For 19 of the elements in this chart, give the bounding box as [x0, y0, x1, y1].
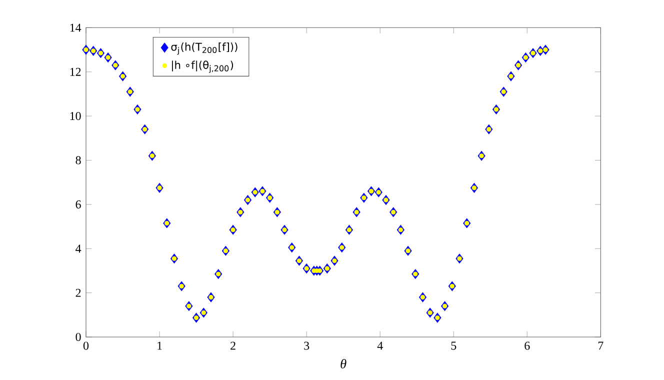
y-tick-label: 10	[70, 112, 81, 120]
x-tick-label: 0	[83, 342, 89, 350]
y-tick-label: 14	[70, 24, 82, 32]
x-tick-label: 1	[158, 342, 162, 350]
y-tick-label: 8	[76, 156, 81, 164]
y-tick-label: 6	[76, 200, 81, 208]
y-tick-label: 12	[70, 68, 81, 76]
x-axis-title: θ	[340, 358, 346, 368]
x-tick-label: 6	[524, 342, 530, 350]
x-tick-label: 5	[451, 342, 456, 350]
x-tick-label: 3	[304, 342, 310, 350]
legend-label: |h ∘f|(θ$_{j,200}$)	[172, 60, 234, 73]
y-tick-label: 2	[76, 288, 81, 297]
y-tick-label: 4	[76, 244, 82, 253]
x-tick-label: 4	[377, 342, 383, 350]
x-tick-label: 7	[598, 342, 604, 350]
y-tick-label: 0	[76, 332, 81, 342]
x-tick-label: 2	[230, 342, 236, 350]
legend-label: σ$_{j}$(h(T$_{200}$[f]))	[171, 42, 238, 55]
